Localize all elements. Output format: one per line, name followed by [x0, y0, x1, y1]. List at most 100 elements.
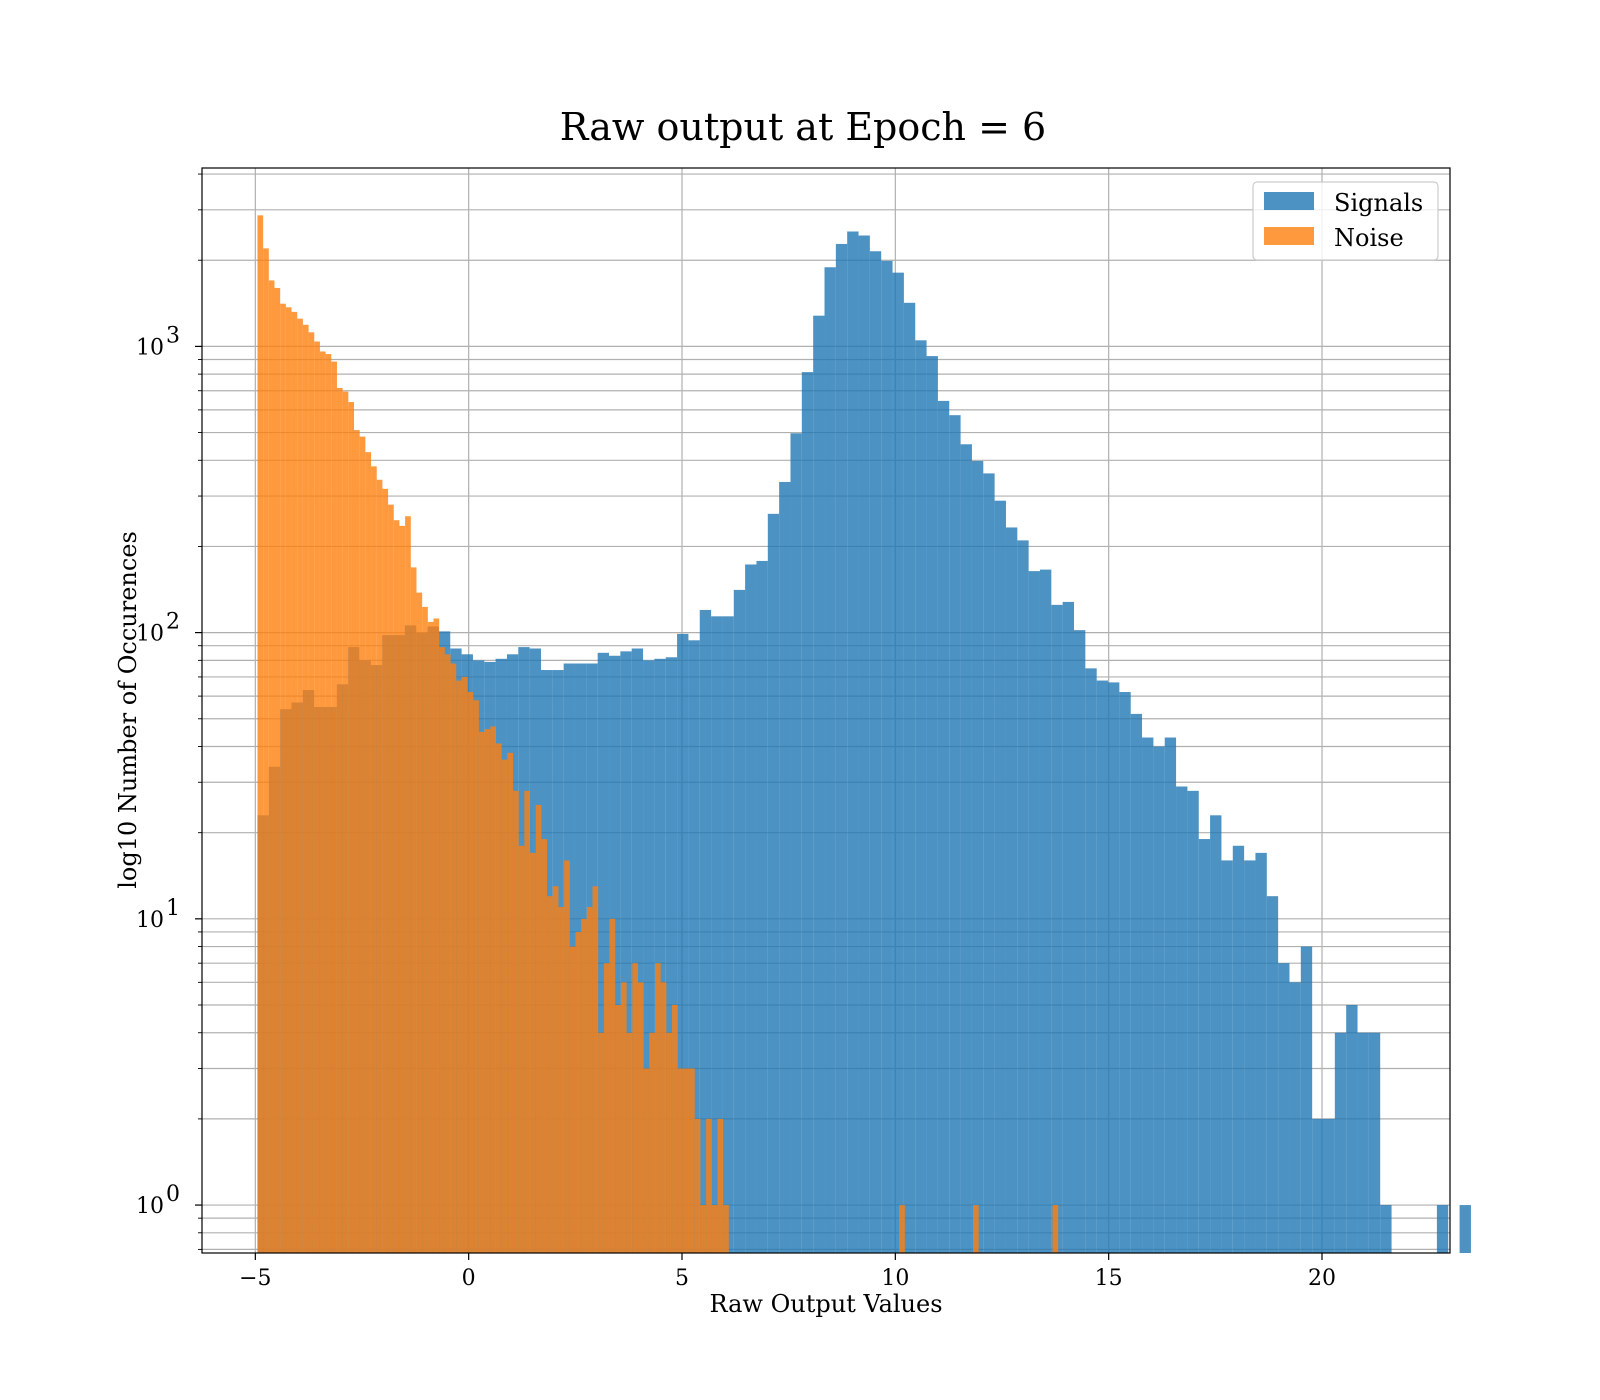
histogram-bar-signals: [722, 616, 734, 1253]
histogram-bar-noise: [598, 1032, 604, 1253]
histogram-bar-noise: [325, 354, 332, 1254]
histogram-bar-noise: [433, 618, 440, 1253]
histogram-bar-signals: [1142, 737, 1154, 1253]
histogram-bar-noise: [700, 1205, 707, 1253]
histogram-bar-noise: [490, 726, 496, 1253]
histogram-bar-noise: [660, 982, 667, 1253]
histogram-bar-signals: [1051, 604, 1063, 1253]
histogram-bar-noise: [331, 361, 337, 1253]
histogram-bar-noise: [575, 931, 582, 1253]
histogram-bar-noise: [535, 804, 542, 1253]
histogram-bar-noise: [467, 692, 474, 1253]
histogram-bar-signals: [1074, 630, 1086, 1253]
histogram-bar-noise: [711, 1205, 718, 1253]
histogram-bar-noise: [456, 680, 462, 1253]
histogram-bar-noise: [581, 918, 587, 1253]
histogram-bar-signals: [779, 481, 791, 1254]
histogram-bar-noise: [637, 982, 644, 1253]
histogram-bar-signals: [1346, 1005, 1358, 1253]
x-tick-label: 0: [462, 1266, 476, 1291]
histogram-bar-noise: [450, 663, 457, 1253]
histogram-bar-signals: [745, 564, 757, 1253]
histogram-bar-signals: [1459, 1205, 1471, 1253]
histogram-bar-signals: [733, 589, 746, 1253]
legend: Signals Noise: [1252, 181, 1439, 261]
histogram-bar-noise: [683, 1068, 690, 1253]
histogram-bar-noise: [427, 621, 434, 1253]
histogram-bar-signals: [937, 400, 950, 1253]
histogram-bar-noise: [314, 341, 320, 1253]
histogram-bar-noise: [263, 248, 269, 1253]
y-axis-label: log10 Number of Occurences: [114, 531, 142, 889]
histogram-bar-noise: [620, 982, 627, 1253]
histogram-bar-noise: [564, 860, 570, 1253]
histogram-bar-signals: [915, 340, 927, 1253]
y-tick-label-exponent: 1: [166, 896, 180, 921]
histogram-bar-signals: [1323, 1118, 1335, 1253]
histogram-bar-noise: [365, 452, 372, 1253]
histogram-bar-signals: [767, 513, 780, 1253]
plot-area-frame: [201, 167, 1451, 1254]
histogram-bar-noise: [405, 516, 411, 1253]
histogram-bar-noise: [473, 700, 479, 1253]
histogram-bar-noise: [319, 351, 326, 1254]
histogram-bar-signals: [983, 473, 995, 1253]
histogram-bar-noise: [558, 906, 565, 1253]
legend-label-signals: Signals: [1334, 189, 1423, 217]
histogram-bar-noise: [280, 303, 286, 1253]
histogram-bar-signals: [1187, 790, 1199, 1253]
histogram-bar-noise: [1052, 1205, 1059, 1253]
histogram-bar-signals: [869, 251, 882, 1254]
histogram-bar-signals: [1255, 852, 1267, 1253]
y-tick-label-exponent: 2: [166, 610, 180, 635]
histogram-bar-signals: [1221, 860, 1233, 1253]
histogram-bar-signals: [949, 415, 961, 1253]
histogram-bar-noise: [336, 387, 343, 1253]
histogram-bar-signals: [1380, 1205, 1392, 1253]
histogram-bar-signals: [835, 243, 848, 1253]
histogram-bar-noise: [592, 886, 599, 1253]
histogram-bar-signals: [1266, 896, 1279, 1253]
histogram-bar-signals: [1176, 786, 1188, 1253]
histogram-bar-noise: [706, 1118, 712, 1253]
histogram-bar-noise: [552, 886, 559, 1253]
histogram-bar-signals: [1108, 682, 1120, 1253]
histogram-bar-noise: [308, 332, 315, 1253]
histogram-bar-noise: [388, 504, 394, 1253]
histogram-bar-noise: [495, 743, 502, 1253]
histogram-bar-signals: [1334, 1032, 1347, 1253]
y-tick-label-exponent: 0: [166, 1182, 180, 1207]
histogram-bar-noise: [654, 963, 661, 1253]
histogram-bar-signals: [1278, 963, 1290, 1253]
y-tick-label: 10: [136, 335, 164, 360]
x-tick-label: 15: [1095, 1266, 1123, 1291]
histogram-bar-noise: [268, 280, 275, 1253]
histogram-bar-signals: [1198, 839, 1211, 1253]
histogram-bar-noise: [478, 731, 485, 1253]
x-tick-label: −5: [239, 1266, 271, 1291]
y-tick-label: 10: [136, 1194, 164, 1219]
histogram-bar-noise: [371, 466, 377, 1254]
histogram-bar-signals: [1039, 569, 1052, 1253]
y-tick-label: 10: [136, 622, 164, 647]
histogram-bar-signals: [1062, 601, 1074, 1253]
histogram-bar-signals: [1244, 860, 1256, 1253]
histogram-bar-noise: [484, 729, 491, 1253]
histogram-bar-signals: [847, 231, 859, 1253]
histogram-bar-noise: [274, 287, 281, 1254]
legend-label-noise: Noise: [1334, 224, 1404, 252]
histogram-bar-signals: [1300, 946, 1313, 1253]
histogram-bar-signals: [1153, 746, 1165, 1253]
x-axis-label: Raw Output Values: [709, 1290, 942, 1318]
histogram-bar-noise: [615, 1005, 621, 1253]
histogram-bar-noise: [416, 592, 423, 1253]
histogram-bar-signals: [1210, 815, 1222, 1253]
histogram-bar-signals: [926, 356, 938, 1254]
legend-swatch-noise: [1264, 227, 1314, 245]
histogram-bar-signals: [971, 460, 984, 1253]
histogram-bar-noise: [461, 676, 468, 1253]
histogram-bar-noise: [302, 324, 309, 1253]
histogram-bar-noise: [586, 906, 593, 1253]
